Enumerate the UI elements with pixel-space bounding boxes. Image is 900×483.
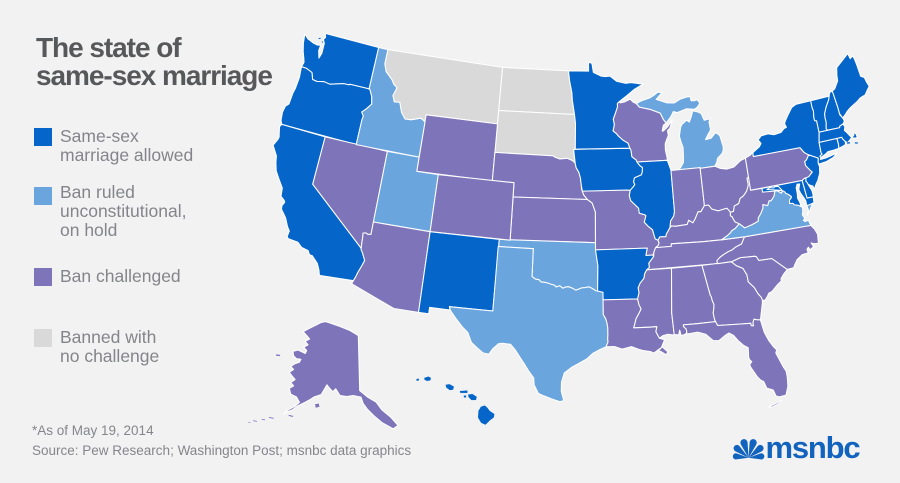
svg-text:msnbc: msnbc	[766, 430, 861, 465]
